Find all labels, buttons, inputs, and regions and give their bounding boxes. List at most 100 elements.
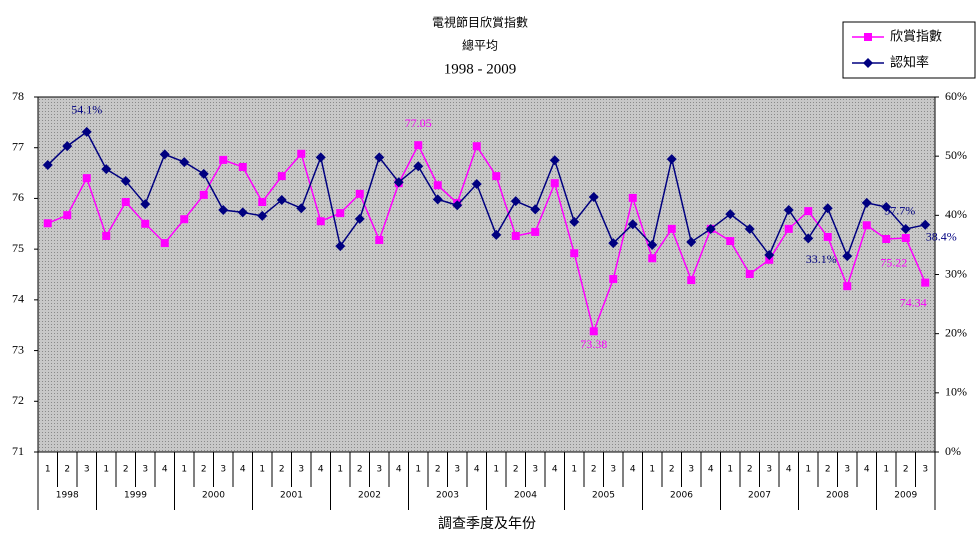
point <box>354 213 365 224</box>
point <box>433 181 442 190</box>
point <box>863 58 873 68</box>
data-label: 75.22 <box>880 256 907 270</box>
x-tick-label: 3 <box>844 465 850 475</box>
point <box>82 174 91 183</box>
point <box>511 231 520 240</box>
x-tick-label: 1 <box>337 465 343 475</box>
point <box>179 157 190 168</box>
point <box>589 327 598 336</box>
point <box>745 269 754 278</box>
point <box>569 216 580 227</box>
x-tick-label: 1 <box>883 465 889 475</box>
point <box>492 172 501 181</box>
y-tick-label: 71 <box>12 444 24 458</box>
x-tick-label: 4 <box>552 465 558 475</box>
point <box>472 142 481 151</box>
x-tick-label: 2 <box>201 465 207 475</box>
point <box>140 199 151 210</box>
point <box>901 233 910 242</box>
point <box>257 210 268 221</box>
x-tick-label: 2 <box>903 465 909 475</box>
data-label: 33.1% <box>806 252 837 266</box>
y-tick-label: 72 <box>12 393 24 407</box>
x-tick-label: 3 <box>532 465 538 475</box>
point <box>414 141 423 150</box>
point <box>861 197 872 208</box>
point <box>198 168 209 179</box>
x-tick-label: 1 <box>45 465 51 475</box>
point <box>180 215 189 224</box>
point <box>315 152 326 163</box>
x-tick-label: 4 <box>864 465 870 475</box>
x-tick-label: 1 <box>259 465 265 475</box>
point <box>42 160 53 171</box>
point <box>842 251 853 262</box>
point <box>277 172 286 181</box>
year-label: 2004 <box>514 491 537 501</box>
point <box>609 275 618 284</box>
point <box>920 219 931 230</box>
point <box>550 179 559 188</box>
y-tick-label: 78 <box>12 89 24 103</box>
point <box>608 238 619 249</box>
year-label: 2002 <box>358 491 381 501</box>
point <box>316 217 325 226</box>
point <box>141 219 150 228</box>
x-tick-label: 2 <box>123 465 129 475</box>
point <box>570 249 579 258</box>
point <box>63 211 72 220</box>
x-tick-label: 3 <box>376 465 382 475</box>
point <box>218 205 229 216</box>
point <box>648 254 657 263</box>
point <box>804 207 813 216</box>
y-tick-label: 73 <box>12 342 24 356</box>
y2-tick-label: 60% <box>945 89 967 103</box>
point <box>900 223 911 234</box>
x-tick-label: 1 <box>415 465 421 475</box>
year-label: 1998 <box>56 491 79 501</box>
point <box>667 224 676 233</box>
year-label: 2001 <box>280 491 303 501</box>
point <box>452 200 463 211</box>
x-tick-label: 4 <box>630 465 636 475</box>
point <box>530 204 541 215</box>
year-label: 2008 <box>826 491 849 501</box>
point <box>862 221 871 230</box>
point <box>432 194 443 205</box>
x-tick-label: 3 <box>220 465 226 475</box>
point <box>921 278 930 287</box>
x-tick-label: 1 <box>727 465 733 475</box>
year-label: 1999 <box>124 491 147 501</box>
point <box>199 190 208 199</box>
x-tick-label: 2 <box>591 465 597 475</box>
x-tick-label: 3 <box>454 465 460 475</box>
x-tick-label: 2 <box>435 465 441 475</box>
y2-tick-label: 30% <box>945 266 967 280</box>
point <box>375 236 384 245</box>
point <box>725 209 736 220</box>
point <box>687 276 696 285</box>
point <box>393 177 404 188</box>
point <box>647 239 658 250</box>
y2-tick-label: 10% <box>945 385 967 399</box>
point <box>764 249 775 260</box>
y2-tick-label: 0% <box>945 444 961 458</box>
x-tick-label: 2 <box>64 465 70 475</box>
y2-tick-label: 20% <box>945 325 967 339</box>
x-tick-label: 4 <box>396 465 402 475</box>
point <box>120 176 131 187</box>
x-tick-label: 3 <box>84 465 90 475</box>
point <box>219 155 228 164</box>
y-tick-label: 74 <box>12 292 24 306</box>
year-label: 2006 <box>670 491 693 501</box>
point <box>823 232 832 241</box>
point <box>588 191 599 202</box>
chart-years: 1998 - 2009 <box>444 61 517 77</box>
y2-tick-label: 50% <box>945 148 967 162</box>
x-tick-label: 4 <box>786 465 792 475</box>
data-label: 77.05 <box>405 116 432 130</box>
x-tick-label: 2 <box>279 465 285 475</box>
point <box>160 239 169 248</box>
x-tick-label: 1 <box>805 465 811 475</box>
